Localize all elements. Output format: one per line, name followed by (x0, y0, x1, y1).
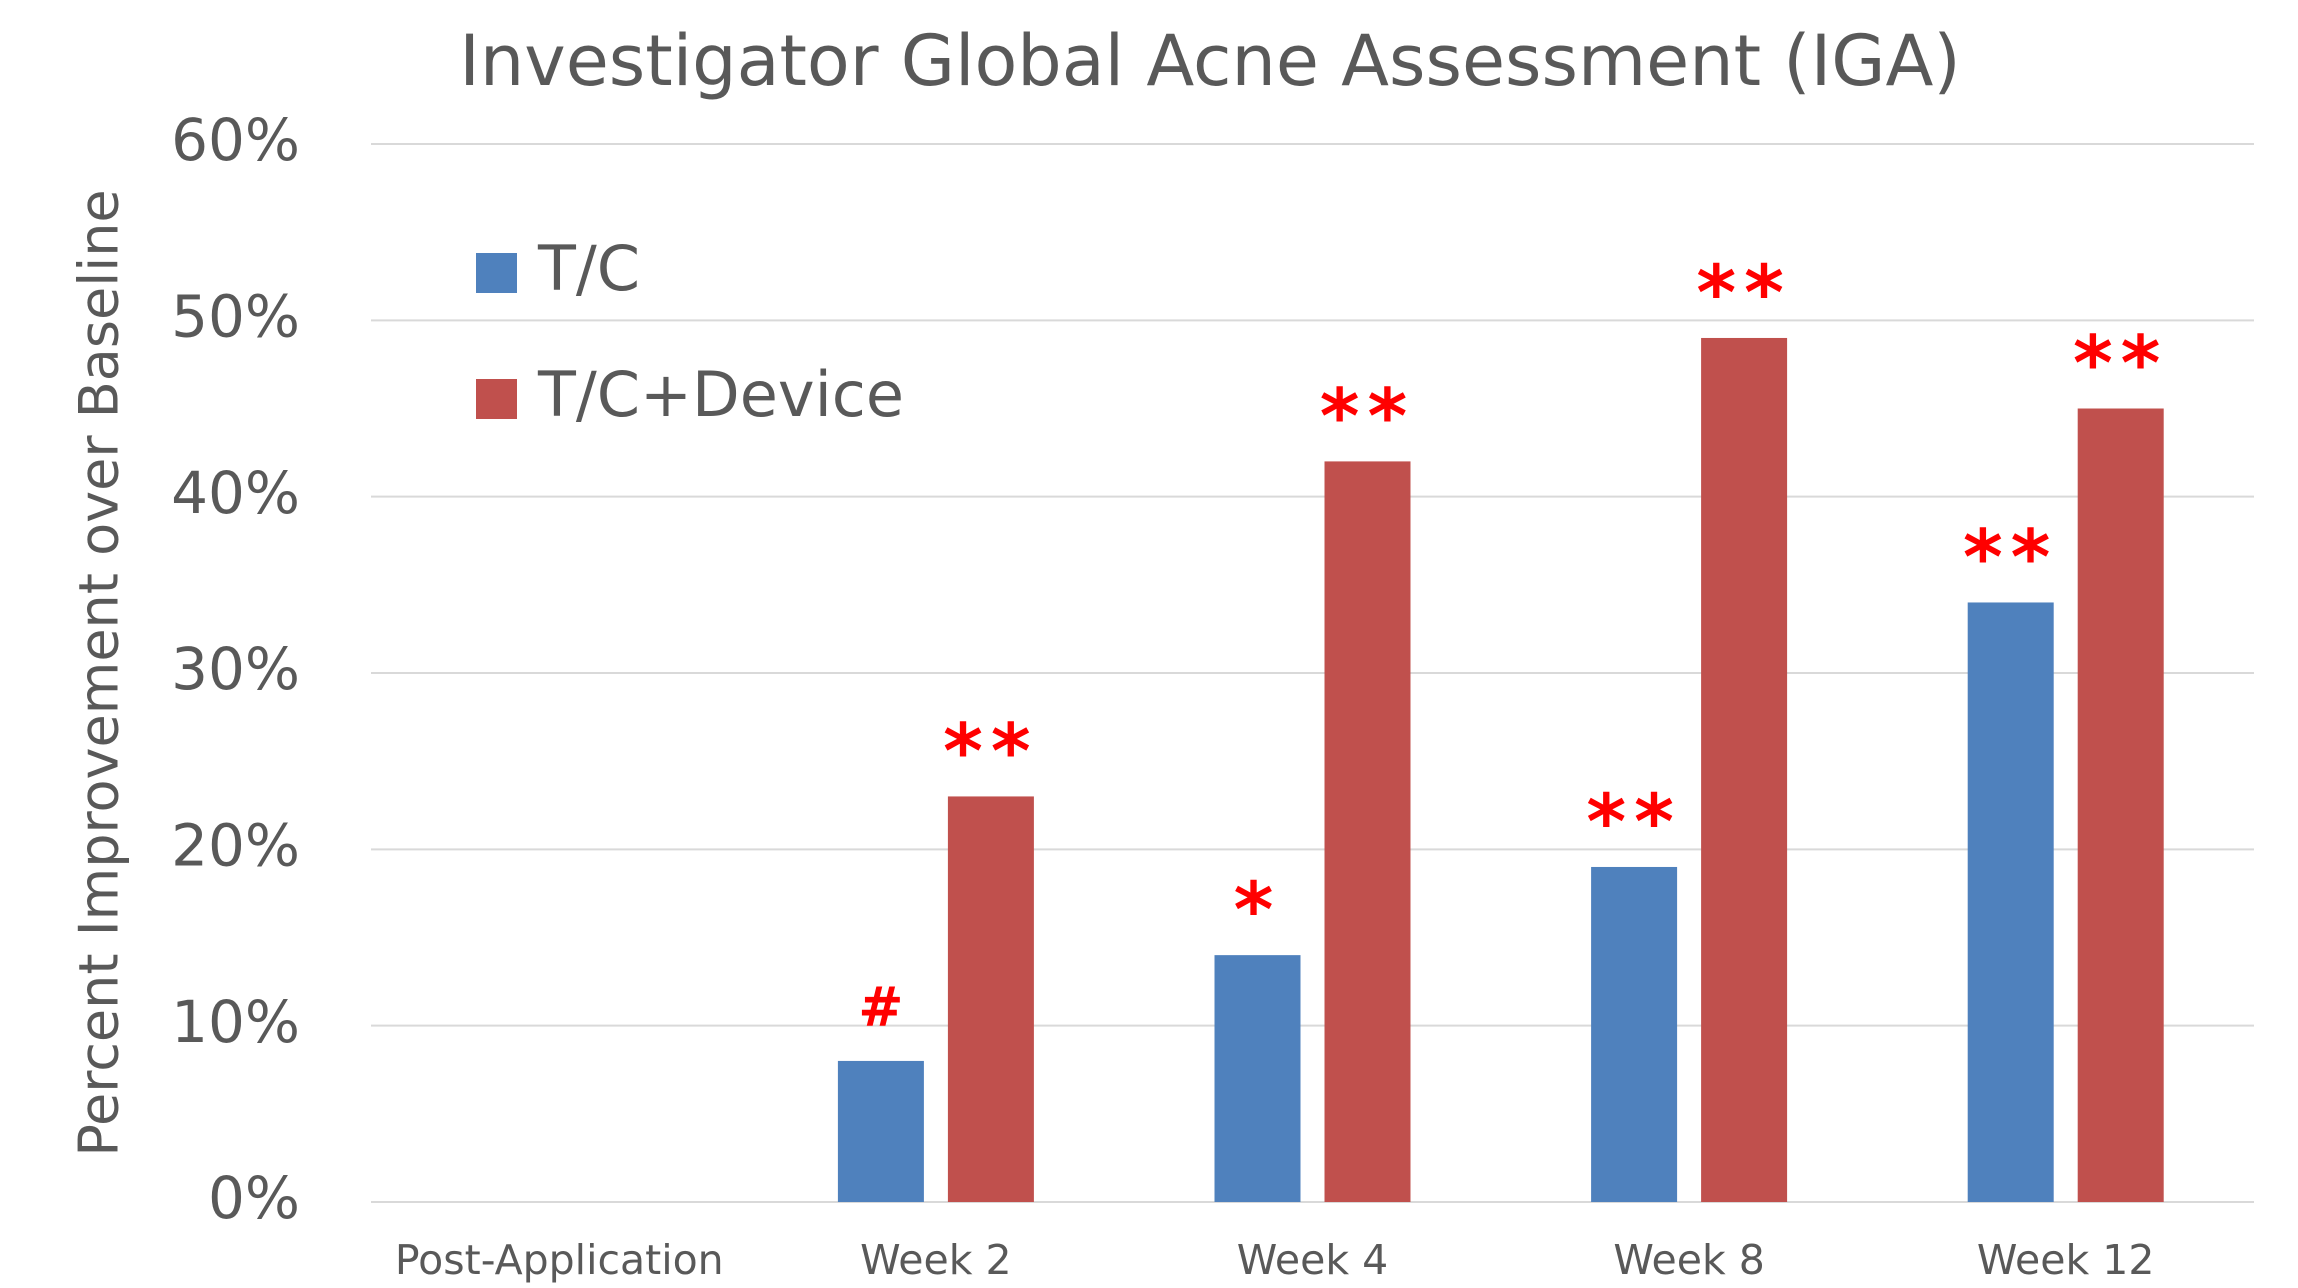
chart-title: Investigator Global Acne Assessment (IGA… (459, 20, 1960, 102)
x-tick-label: Week 12 (1977, 1236, 2155, 1284)
significance-mark: # (858, 976, 903, 1039)
x-tick-label: Week 8 (1613, 1236, 1764, 1284)
bar (1591, 866, 1678, 1202)
significance-mark: ** (1320, 371, 1416, 460)
significance-mark: ** (2073, 318, 2169, 407)
x-tick-label: Post-Application (395, 1236, 724, 1284)
legend-label: T/C+Device (537, 358, 904, 431)
y-tick-label: 20% (171, 811, 300, 879)
y-tick-label: 40% (171, 459, 300, 527)
significance-mark: ** (943, 706, 1039, 795)
bar (1967, 602, 2054, 1202)
bar (1214, 955, 1301, 1202)
legend-label: T/C (537, 232, 640, 305)
y-tick-label: 30% (171, 635, 300, 703)
significance-mark: ** (1586, 777, 1682, 866)
legend-swatch (476, 253, 517, 293)
bar (837, 1060, 924, 1202)
legend-swatch (476, 379, 517, 419)
x-tick-label: Week 2 (860, 1236, 1011, 1284)
y-tick-label: 10% (171, 988, 300, 1056)
x-tick-label: Week 4 (1237, 1236, 1388, 1284)
y-tick-label: 50% (171, 282, 300, 350)
bar (2077, 408, 2164, 1202)
bar (1701, 337, 1788, 1202)
significance-mark: * (1234, 865, 1282, 954)
significance-mark: ** (1696, 248, 1792, 337)
y-tick-label: 60% (171, 106, 300, 174)
significance-mark: ** (1963, 512, 2059, 601)
bar (947, 796, 1034, 1202)
bar (1324, 461, 1411, 1202)
y-tick-label: 0% (208, 1164, 300, 1232)
y-axis-label: Percent Improvement over Baseline (68, 189, 131, 1156)
